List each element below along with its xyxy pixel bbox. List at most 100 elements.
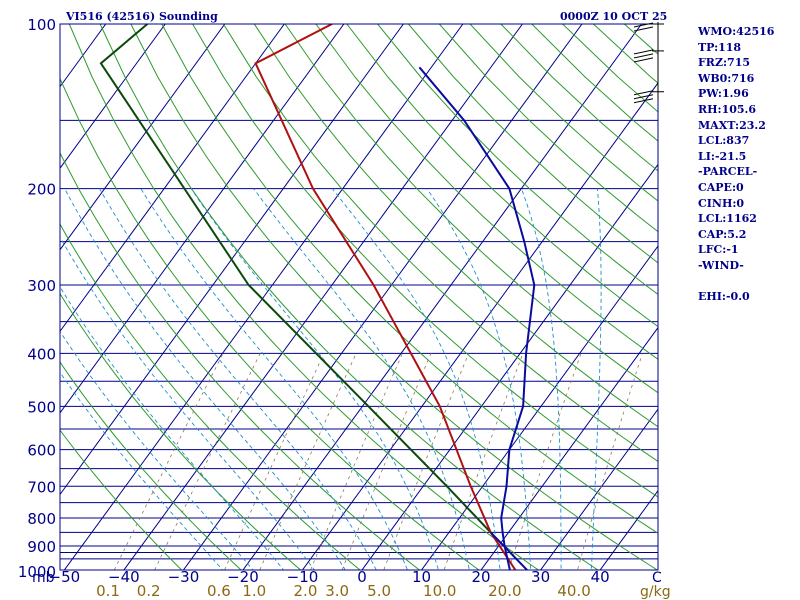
moist-adiabat-line	[99, 188, 377, 570]
mixing-ratio-line	[577, 353, 643, 570]
pressure-tick-label: 100	[27, 16, 56, 34]
index-lcl: LCL:837	[698, 134, 750, 148]
temperature-tick-label: 20	[472, 568, 491, 586]
isotherm-line	[242, 24, 642, 570]
moist-adiabat-line	[253, 188, 470, 570]
pressure-tick-label: 500	[27, 398, 56, 416]
isotherm-line	[60, 24, 285, 333]
mixing-ratio-line	[224, 353, 325, 570]
dry-adiabat-line	[161, 24, 658, 534]
dry-adiabat-line	[60, 77, 480, 570]
mixing-ratio-tick-label: 0.6	[207, 582, 231, 600]
isotherm-line	[182, 24, 583, 570]
dry-adiabat-line	[99, 24, 599, 570]
mixing-ratio-line	[310, 353, 403, 570]
pressure-tick-label: 900	[27, 538, 56, 556]
index-lfc: LFC:-1	[698, 243, 739, 257]
temperature-tick-label: 0	[357, 568, 367, 586]
index-maxt: MAXT:23.2	[698, 118, 766, 132]
pressure-tick-label: 600	[27, 442, 56, 460]
grid-lines	[0, 24, 658, 583]
index-wb0: WB0:716	[698, 71, 755, 85]
isotherm-line	[60, 24, 404, 496]
dry-adiabat-line	[60, 151, 421, 570]
dry-adiabat-line	[222, 24, 658, 462]
moist-adiabat-line	[521, 188, 562, 570]
mixing-ratio-line	[383, 353, 470, 570]
sounding-indices-panel: WMO:42516 TP:118 FRZ:715 WB0:716 PW:1.96…	[698, 24, 798, 305]
index-frz: FRZ:715	[698, 56, 751, 70]
dry-adiabat-line	[284, 24, 658, 394]
parcel-line	[418, 66, 536, 570]
mixing-ratio-tick-label: 2.0	[294, 582, 318, 600]
dry-adiabat-line	[130, 24, 658, 570]
wind-heading: -WIND-	[698, 258, 744, 272]
mixing-ratio-tick-label: 5.0	[367, 582, 391, 600]
moist-adiabat-line	[64, 188, 346, 570]
moist-adiabat-line	[60, 236, 315, 570]
isotherm-line	[123, 24, 523, 570]
mixing-ratio-line	[508, 353, 582, 570]
dry-adiabat-line	[60, 361, 242, 570]
mixing-ratio-line	[113, 353, 224, 570]
dry-adiabat-line	[60, 429, 183, 570]
wind-barb-flag	[633, 94, 654, 100]
dry-adiabat-line	[68, 24, 540, 570]
dry-adiabat-line	[377, 24, 658, 296]
temperature-tick-label: −30	[168, 568, 200, 586]
mixing-ratio-line	[259, 353, 357, 570]
mixing-ratio-unit-label: g/kg	[640, 584, 671, 600]
moist-adiabat-line	[190, 188, 439, 570]
sounding-profiles	[99, 24, 536, 570]
station-title: VI516 (42516) Sounding	[66, 10, 218, 23]
isotherm-line	[60, 24, 166, 170]
wind-barb-flag	[633, 57, 654, 63]
mixing-ratio-tick-label: 40.0	[557, 582, 590, 600]
mixing-ratio-tick-label: 10.0	[423, 582, 456, 600]
wind-barb-flag	[633, 90, 654, 96]
temperature-tick-label: −40	[108, 568, 140, 586]
index-li: LI:-21.5	[698, 149, 747, 163]
isotherm-line	[420, 245, 658, 570]
sounding-time: 0000Z 10 OCT 25	[560, 10, 668, 23]
wind-barb-flag	[633, 98, 654, 104]
temperature-tick-label: 40	[591, 568, 610, 586]
isotherm-line	[361, 163, 658, 570]
mixing-ratio-tick-label: 0.1	[96, 582, 120, 600]
dewpoint-line	[99, 24, 492, 534]
isotherm-line	[539, 408, 658, 570]
surface-parcel-leg	[489, 531, 529, 570]
isotherm-line	[0, 24, 46, 583]
wind-barbs	[633, 22, 664, 104]
wind-barb-flag	[633, 49, 654, 55]
wind-barb-flag	[633, 22, 654, 28]
pressure-tick-label: 1000	[18, 563, 56, 581]
index-pw: PW:1.96	[698, 87, 749, 101]
isotherm-line	[63, 24, 464, 570]
index-wmo: WMO:42516	[698, 25, 775, 38]
dry-adiabat-line	[253, 24, 658, 428]
index-tp: TP:118	[698, 40, 742, 54]
moist-adiabat-line	[426, 188, 532, 570]
temperature-tick-label: −20	[227, 568, 259, 586]
dry-adiabat-line	[408, 24, 658, 264]
dry-adiabat-line	[192, 24, 658, 498]
index-parcel-lcl: LCL:1162	[698, 212, 757, 226]
pressure-tick-label: 800	[27, 510, 56, 528]
isotherm-line	[60, 24, 107, 88]
mixing-ratio-line	[154, 353, 261, 570]
moist-adiabat-line	[140, 188, 408, 570]
dry-adiabat-line	[346, 24, 658, 328]
temperature-tick-label: 30	[531, 568, 550, 586]
dry-adiabat-line	[60, 223, 361, 570]
temperature-line	[254, 24, 517, 570]
dry-adiabat-line	[315, 24, 658, 360]
wind-barb-flag	[633, 53, 654, 59]
isotherm-line	[60, 24, 226, 251]
mixing-ratio-tick-label: 0.2	[137, 582, 161, 600]
pressure-tick-label: 200	[27, 181, 56, 199]
isotherm-line	[60, 24, 345, 414]
moist-adiabat-line	[590, 188, 602, 570]
pressure-tick-label: 300	[27, 277, 56, 295]
index-cinh: CINH:0	[698, 196, 745, 210]
